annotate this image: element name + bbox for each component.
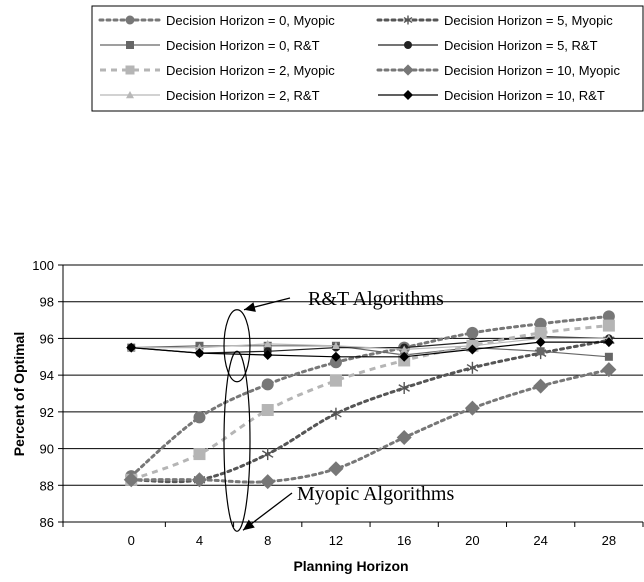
annotation-ellipse bbox=[223, 309, 251, 383]
data-point bbox=[194, 348, 205, 359]
data-point bbox=[125, 65, 135, 75]
annotation-arrowhead bbox=[243, 519, 255, 531]
series-line bbox=[131, 345, 609, 358]
data-point bbox=[126, 41, 134, 49]
data-point bbox=[329, 374, 342, 387]
data-point bbox=[535, 337, 546, 348]
data-point bbox=[331, 341, 340, 349]
series-line bbox=[131, 341, 609, 358]
data-point bbox=[396, 430, 412, 446]
data-point bbox=[403, 90, 413, 100]
asterisk-stroke bbox=[398, 384, 410, 392]
data-point bbox=[399, 351, 410, 362]
y-tick-label: 96 bbox=[40, 331, 54, 346]
series bbox=[123, 310, 617, 490]
data-point bbox=[193, 411, 206, 424]
x-tick-label: 28 bbox=[602, 533, 616, 548]
data-point bbox=[466, 326, 479, 339]
legend-label: Decision Horizon = 10, R&T bbox=[444, 88, 605, 103]
data-point bbox=[191, 472, 207, 488]
grid bbox=[63, 264, 643, 486]
x-axis-title: Planning Horizon bbox=[293, 558, 408, 574]
asterisk-stroke bbox=[466, 363, 479, 372]
data-point bbox=[330, 407, 342, 420]
data-point bbox=[262, 349, 273, 360]
data-point bbox=[125, 15, 135, 25]
data-point bbox=[126, 342, 137, 353]
series-line bbox=[129, 368, 611, 484]
series-5 bbox=[123, 362, 617, 490]
axes: 86 88 90 92 94 96 98 100 0 4 8 12 16 20 24 28 bbox=[32, 258, 644, 548]
annotations: R&T Algorithms Myopic Algorithms bbox=[223, 288, 454, 532]
y-tick-label: 94 bbox=[40, 368, 54, 383]
data-point bbox=[260, 474, 276, 490]
data-point bbox=[195, 343, 204, 351]
legend-label: Decision Horizon = 2, Myopic bbox=[166, 63, 335, 78]
data-point bbox=[261, 448, 274, 461]
data-point bbox=[533, 378, 549, 394]
legend-label: Decision Horizon = 2, R&T bbox=[166, 88, 320, 103]
legend-label: Decision Horizon = 0, Myopic bbox=[166, 13, 335, 28]
series-line bbox=[131, 337, 609, 351]
data-point bbox=[601, 362, 617, 378]
legend-label: Decision Horizon = 0, R&T bbox=[166, 38, 320, 53]
series-7 bbox=[126, 337, 614, 362]
data-point bbox=[604, 352, 613, 361]
data-point bbox=[123, 472, 139, 488]
y-tick-label: 88 bbox=[40, 478, 54, 493]
data-point bbox=[534, 326, 547, 339]
data-point bbox=[466, 361, 479, 374]
data-point bbox=[467, 344, 478, 355]
series-line bbox=[130, 324, 610, 482]
annotation-label: R&T Algorithms bbox=[308, 288, 444, 310]
x-tick-label: 16 bbox=[397, 533, 411, 548]
asterisk-stroke bbox=[330, 409, 342, 418]
data-point bbox=[404, 41, 412, 49]
asterisk-stroke bbox=[403, 16, 413, 24]
annotation-arrowhead bbox=[244, 302, 256, 312]
data-point bbox=[126, 91, 134, 99]
x-tick-label: 4 bbox=[196, 533, 203, 548]
y-tick-label: 90 bbox=[40, 442, 54, 457]
data-point bbox=[402, 64, 414, 76]
data-point bbox=[603, 337, 614, 348]
x-tick-label: 8 bbox=[264, 533, 271, 548]
data-point bbox=[398, 381, 410, 394]
legend-box bbox=[91, 5, 644, 112]
legend-label: Decision Horizon = 5, R&T bbox=[444, 38, 598, 53]
series-0 bbox=[125, 310, 615, 483]
x-tick-label: 0 bbox=[128, 533, 135, 548]
data-point bbox=[261, 378, 274, 391]
x-tick-label: 20 bbox=[465, 533, 479, 548]
data-point bbox=[403, 15, 413, 25]
y-tick-label: 98 bbox=[40, 295, 54, 310]
y-tick-label: 86 bbox=[40, 515, 54, 530]
legend-label: Decision Horizon = 5, Myopic bbox=[444, 13, 613, 28]
data-point bbox=[193, 448, 206, 461]
data-point bbox=[330, 351, 341, 362]
data-point bbox=[329, 356, 342, 369]
data-point bbox=[464, 400, 480, 416]
data-point bbox=[534, 317, 547, 330]
legend: Decision Horizon = 0, Myopic Decision Hor… bbox=[91, 5, 644, 112]
data-point bbox=[536, 347, 545, 356]
data-point bbox=[263, 339, 272, 348]
legend-label: Decision Horizon = 10, Myopic bbox=[444, 63, 620, 78]
data-point bbox=[602, 310, 615, 323]
data-point bbox=[261, 404, 274, 417]
y-tick-label: 92 bbox=[40, 405, 54, 420]
data-point bbox=[602, 319, 615, 332]
x-tick-label: 24 bbox=[533, 533, 547, 548]
annotation-label: Myopic Algorithms bbox=[297, 483, 454, 505]
data-point bbox=[400, 345, 409, 353]
x-tick-label: 12 bbox=[329, 533, 343, 548]
y-tick-label: 100 bbox=[32, 258, 54, 273]
annotation-ellipse bbox=[223, 350, 251, 532]
data-point bbox=[328, 461, 344, 477]
asterisk-stroke bbox=[261, 450, 274, 458]
series-line bbox=[129, 338, 611, 484]
y-axis-title: Percent of Optimal bbox=[11, 332, 27, 456]
